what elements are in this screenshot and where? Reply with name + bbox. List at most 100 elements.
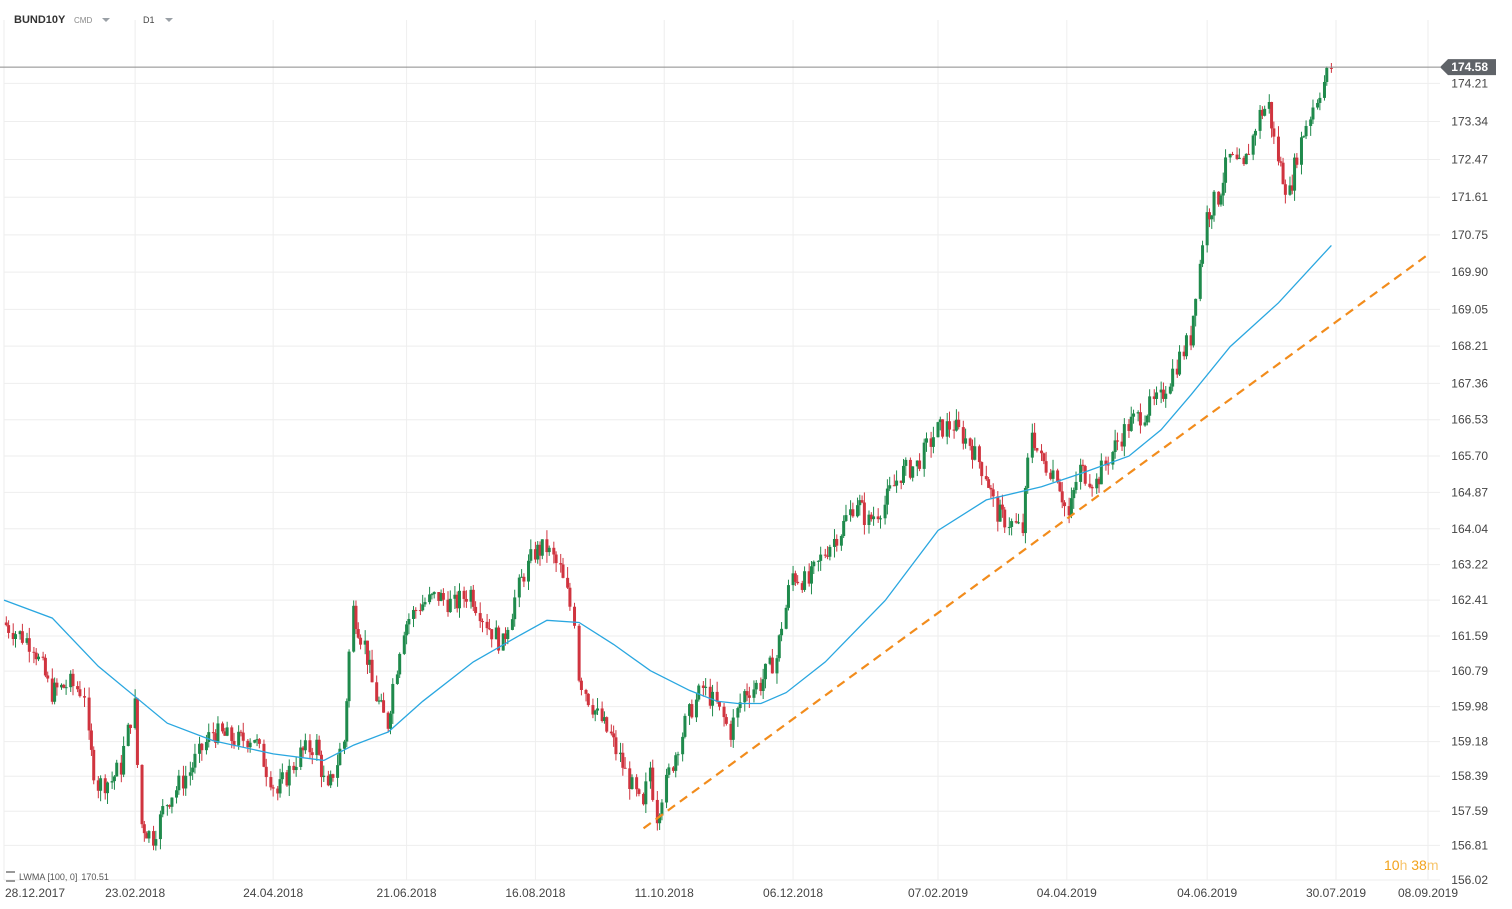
candle-body: [984, 476, 988, 480]
candle-body: [844, 515, 848, 521]
candle-body: [154, 839, 158, 846]
candle-body: [605, 717, 609, 732]
candle-body: [855, 505, 859, 517]
y-tick-label: 173.34: [1451, 114, 1488, 128]
candlestick-series: [4, 62, 1333, 851]
candle-body: [609, 731, 613, 734]
candle-body: [529, 549, 533, 561]
candle-body: [165, 805, 169, 807]
indicator-label: LWMA [100, 0]: [19, 871, 78, 882]
candle-body: [375, 682, 379, 702]
candle-body: [1035, 448, 1039, 451]
y-tick-label: 161.59: [1451, 629, 1488, 643]
countdown-minutes: 38: [1411, 857, 1427, 873]
candle-body: [359, 637, 363, 645]
timeframe-dropdown[interactable]: D1: [143, 10, 173, 30]
candle-body: [246, 740, 250, 748]
candle-body: [642, 793, 646, 805]
candle-body: [681, 736, 685, 755]
candle-body: [188, 772, 192, 776]
indicator-legend[interactable]: LWMA [100, 0] 170.51: [6, 871, 109, 882]
candle-body: [729, 723, 733, 740]
candle-body: [770, 657, 774, 674]
candle-body: [901, 465, 905, 483]
candle-body: [89, 730, 93, 750]
candle-body: [724, 717, 728, 724]
candle-body: [1023, 488, 1027, 534]
candle-body: [27, 638, 31, 652]
candle-body: [1207, 212, 1211, 220]
candle-body: [83, 696, 87, 698]
y-tick-label: 156.81: [1451, 838, 1488, 852]
candle-body: [216, 723, 220, 743]
candle-body: [1074, 481, 1078, 491]
symbol-label[interactable]: BUND10Y: [14, 10, 65, 30]
candle-body: [621, 752, 625, 768]
candle-body: [92, 749, 96, 781]
candle-body: [225, 727, 229, 736]
countdown-hours: 10: [1384, 857, 1400, 873]
candle-body: [591, 705, 595, 715]
candle-body: [945, 421, 949, 437]
y-tick-label: 164.04: [1451, 522, 1488, 536]
candle-body: [800, 583, 804, 590]
candle-body: [211, 732, 215, 734]
candle-body: [237, 731, 241, 746]
candle-body: [106, 782, 110, 794]
candle-body: [1279, 161, 1283, 163]
candle-body: [308, 740, 312, 753]
candle-body: [547, 547, 551, 553]
candle-body: [584, 689, 588, 694]
candle-body: [911, 466, 915, 478]
candle-body: [1258, 109, 1262, 131]
candle-body: [377, 700, 381, 702]
candle-body: [559, 563, 563, 565]
candle-body: [1115, 440, 1119, 442]
candle-body: [285, 772, 289, 786]
candle-body: [554, 554, 558, 564]
candle-body: [573, 606, 577, 626]
candle-body: [828, 546, 832, 557]
candle-body: [303, 740, 307, 751]
candle-body: [971, 445, 975, 460]
candle-body: [1244, 153, 1248, 165]
candle-body: [115, 762, 119, 777]
candle-body: [872, 516, 876, 520]
candle-body: [1175, 368, 1179, 375]
candle-body: [294, 766, 298, 771]
candle-body: [1283, 184, 1287, 195]
candle-body: [62, 684, 66, 688]
source-dropdown[interactable]: CMD: [74, 10, 111, 30]
candle-body: [1067, 506, 1071, 516]
candle-body: [694, 699, 698, 718]
candle-body: [1014, 521, 1018, 523]
candle-body: [1104, 460, 1108, 465]
candle-body: [170, 797, 174, 807]
candle-body: [1083, 466, 1087, 484]
candle-body: [474, 606, 478, 614]
candle-body: [931, 437, 935, 447]
candle-body: [527, 560, 531, 582]
candle-body: [867, 514, 871, 525]
candle-body: [1155, 392, 1159, 399]
candle-body: [747, 695, 751, 698]
candle-body: [1290, 185, 1294, 191]
candle-body: [1293, 157, 1297, 191]
candle-body: [1251, 135, 1255, 155]
candle-body: [954, 419, 958, 431]
x-tick-label: 04.04.2019: [1037, 886, 1097, 900]
candle-body: [310, 752, 314, 756]
candle-body: [683, 715, 687, 737]
candle-body: [1302, 136, 1306, 138]
candle-body: [76, 686, 80, 690]
candle-body: [414, 609, 418, 611]
candle-body: [1304, 125, 1308, 137]
candle-body: [701, 685, 705, 688]
candle-body: [533, 549, 537, 560]
candle-body: [851, 509, 855, 517]
candle-body: [980, 462, 984, 477]
candle-body: [676, 754, 680, 756]
candle-body: [1267, 102, 1271, 109]
candle-body: [1288, 185, 1292, 195]
